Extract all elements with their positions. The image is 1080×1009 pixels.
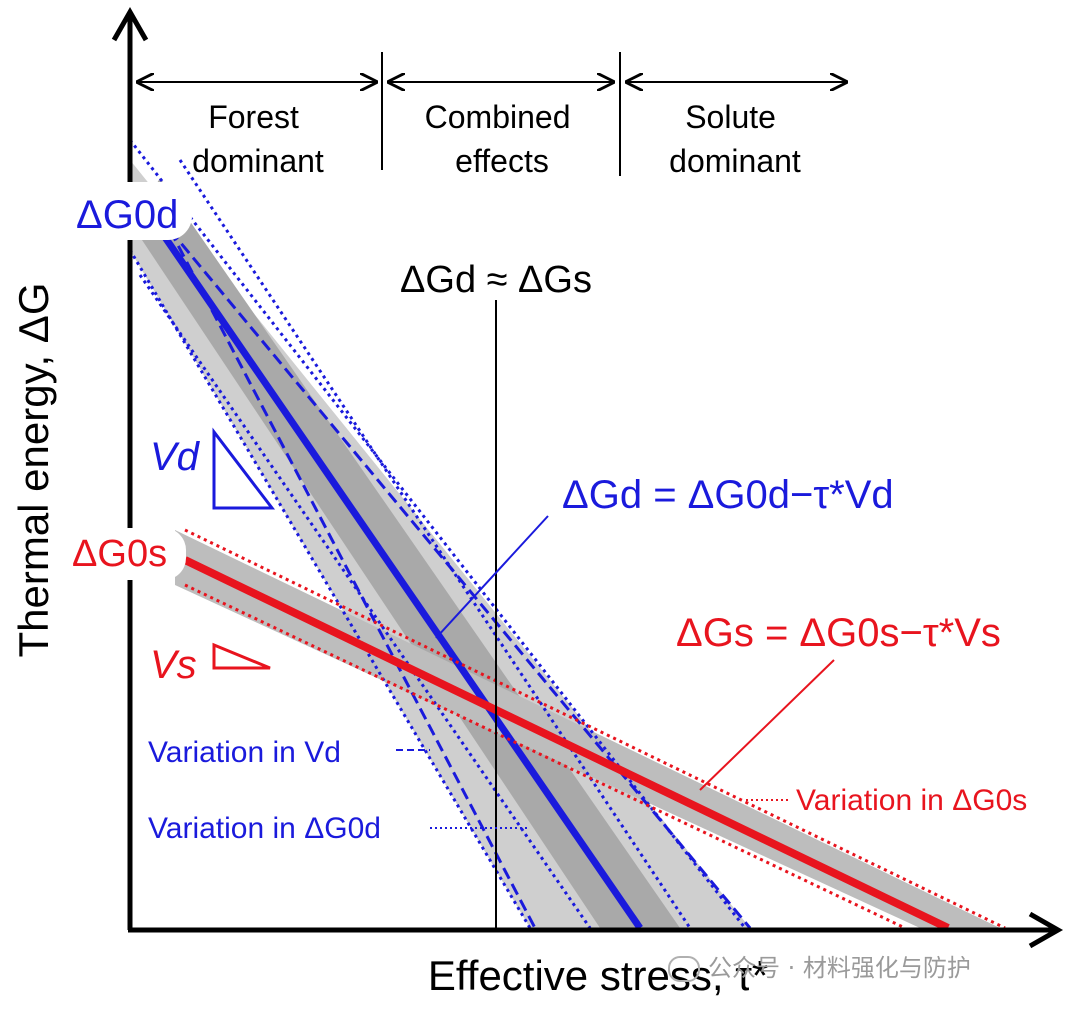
solute-lines: [183, 528, 1006, 932]
x-axis-arrowhead: [1028, 911, 1064, 949]
solute-band: [175, 530, 1000, 928]
dG0d-label-bg: [72, 182, 192, 240]
variation-G0d-label: Variation in ΔG0d: [148, 812, 381, 845]
x-axis-label: Effective stress, τ*: [428, 952, 768, 999]
variation-Vd-label: Variation in Vd: [148, 736, 341, 769]
variation-G0s-label: Variation in ΔG0s: [796, 784, 1027, 817]
y-axis-label: Thermal energy, ΔG: [10, 282, 57, 657]
forest-dotted-lower: [128, 249, 532, 929]
watermark: 公众号 · 材料强化与防护: [668, 948, 971, 983]
region-label-forest: Forest dominant: [192, 99, 324, 179]
wechat-icon: [668, 956, 700, 982]
Vs-slope-triangle: [212, 642, 271, 670]
solute-equation-leader: [699, 659, 835, 791]
forest-equation-leader: [435, 515, 549, 639]
Vs-label: Vs: [150, 643, 197, 687]
forest-dotted-mid-2: [138, 274, 592, 929]
region-label-solute: Solute dominant: [669, 99, 801, 179]
solute-dotted-upper: [184, 528, 1006, 930]
forest-lines: [128, 139, 752, 930]
solute-main-line: [183, 556, 950, 932]
forest-equation: ΔGd = ΔG0d−τ*Vd: [562, 473, 894, 517]
forest-dashed-lower: [168, 229, 537, 929]
region-label-combined: Combined effects: [425, 99, 580, 179]
y-axis-arrowhead: [111, 6, 149, 42]
dG0s-label-bg: [70, 528, 186, 580]
forest-dotted-upper: [128, 139, 747, 929]
forest-main-line: [157, 228, 643, 930]
solute-equation: ΔGs = ΔG0s−τ*Vs: [676, 611, 1001, 655]
equality-label: ΔGd ≈ ΔGs: [400, 259, 592, 301]
dG0d-label: ΔG0d: [76, 193, 178, 237]
Vd-slope-triangle: [212, 427, 276, 510]
Vd-label: Vd: [150, 435, 201, 479]
forest-dashed-upper: [168, 229, 752, 929]
dG0s-label: ΔG0s: [72, 533, 167, 575]
